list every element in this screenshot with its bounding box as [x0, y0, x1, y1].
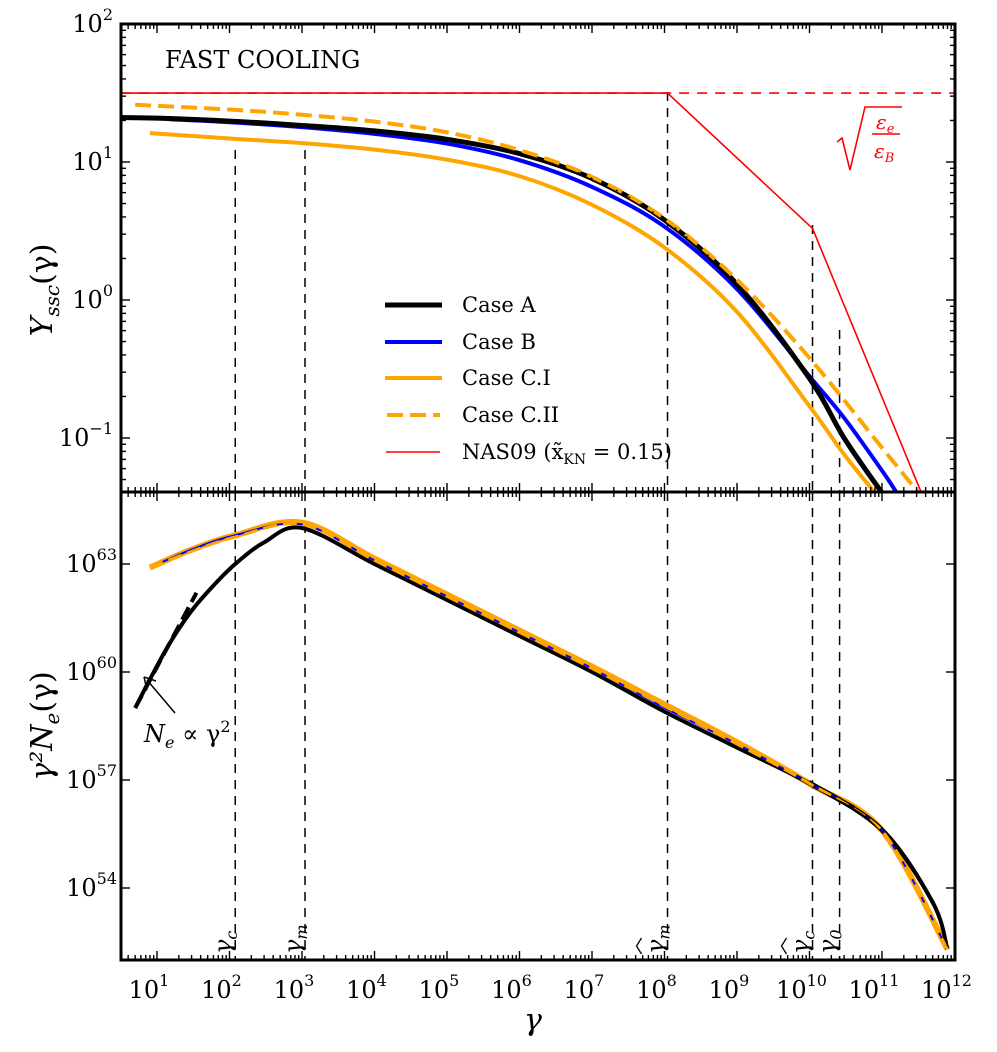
hat-accent-icon: [780, 937, 788, 955]
x-tick-label: 1012: [921, 971, 972, 1004]
bottom-series-n-e-asymptote: [133, 591, 199, 709]
top-series-nas09-x-kn-0-15-: [121, 92, 922, 492]
top-vertical-guides: [234, 92, 841, 492]
top-panel: 102 101 100 10−1 FAST COOLING εe εB Case A …: [25, 5, 957, 494]
guide-label-gamma_c: γc: [209, 931, 241, 954]
top-series: [121, 92, 955, 492]
x-tick-label: 1010: [776, 971, 827, 1004]
legend-label-case-a: Case A: [462, 293, 536, 317]
y-tick-label: 102: [72, 5, 113, 38]
top-series-case-a-overlay: [121, 116, 883, 492]
x-tick-label: 105: [419, 971, 460, 1004]
top-series-case-c-i: [149, 131, 877, 492]
x-tick-label: 101: [129, 971, 170, 1004]
legend: Case A Case B Case C.I Case C.II NAS09 (…: [385, 293, 672, 468]
legend-label-nas09: NAS09 (x̃KN = 0.15): [462, 440, 672, 468]
fast-cooling-label: FAST COOLING: [165, 46, 360, 74]
x-tick-label: 107: [564, 971, 605, 1004]
guide-label-gamma_0: γ0: [814, 929, 846, 954]
y-tick-label: 100: [72, 281, 113, 314]
bottom-series-case-b: [149, 522, 949, 950]
x-tick-label: 109: [709, 971, 750, 1004]
y-tick-label: 1057: [66, 761, 117, 794]
arrow-head-icon: [143, 676, 157, 691]
x-tick-label: 102: [201, 971, 242, 1004]
y-tick-label: 1060: [66, 653, 117, 686]
bottom-series: [133, 518, 951, 951]
ne-annotation-text: Ne ∝ γ2: [143, 717, 231, 752]
bottom-axes: 101 102 103 104 105 106 107 108 109 1010 1011 1012 1…: [66, 490, 972, 1004]
guide-label-gamma_m: γm: [279, 924, 311, 954]
x-tick-label: 108: [636, 971, 677, 1004]
guide-label-gamma_hat_c: γc: [787, 931, 819, 954]
legend-label-case-cii: Case C.II: [462, 403, 559, 427]
x-tick-label: 103: [274, 971, 315, 1004]
top-y-axis-title: Yssc(γ): [25, 244, 64, 337]
bottom-series-case-a: [133, 525, 950, 950]
bottom-series-case-c-i: [148, 518, 951, 951]
sqrt-numerator: εe: [876, 110, 895, 137]
axes-frame: [119, 490, 957, 962]
x-axis-title: γ: [524, 1003, 542, 1038]
y-tick-label: 1063: [66, 545, 117, 578]
sqrt-radical-icon: [836, 106, 902, 171]
y-tick-label: 10−1: [59, 419, 113, 452]
x-tick-label: 1011: [849, 971, 900, 1004]
y-tick-label: 101: [72, 143, 113, 176]
bottom-series-case-c-ii: [149, 522, 949, 950]
y-tick-label: 1054: [66, 869, 117, 902]
legend-label-case-b: Case B: [462, 330, 536, 354]
annotation-arrow-line: [146, 679, 176, 714]
x-tick-label: 104: [346, 971, 387, 1004]
x-tick-label: 106: [491, 971, 532, 1004]
hat-accent-icon: [635, 937, 643, 955]
bottom-series-case-a-tail-edge: [809, 780, 949, 947]
sqrt-denominator: εB: [874, 139, 894, 166]
guide-label-gamma_hat_m: γm: [642, 924, 674, 954]
top-series-case-c-ii: [135, 102, 921, 492]
bottom-y-axis-title: γ²Ne(γ): [25, 671, 64, 780]
legend-label-case-ci: Case C.I: [462, 366, 551, 390]
sqrt-ratio-annotation: εe εB: [836, 106, 902, 171]
ne-proportional-annotation: Ne ∝ γ2: [143, 676, 231, 752]
